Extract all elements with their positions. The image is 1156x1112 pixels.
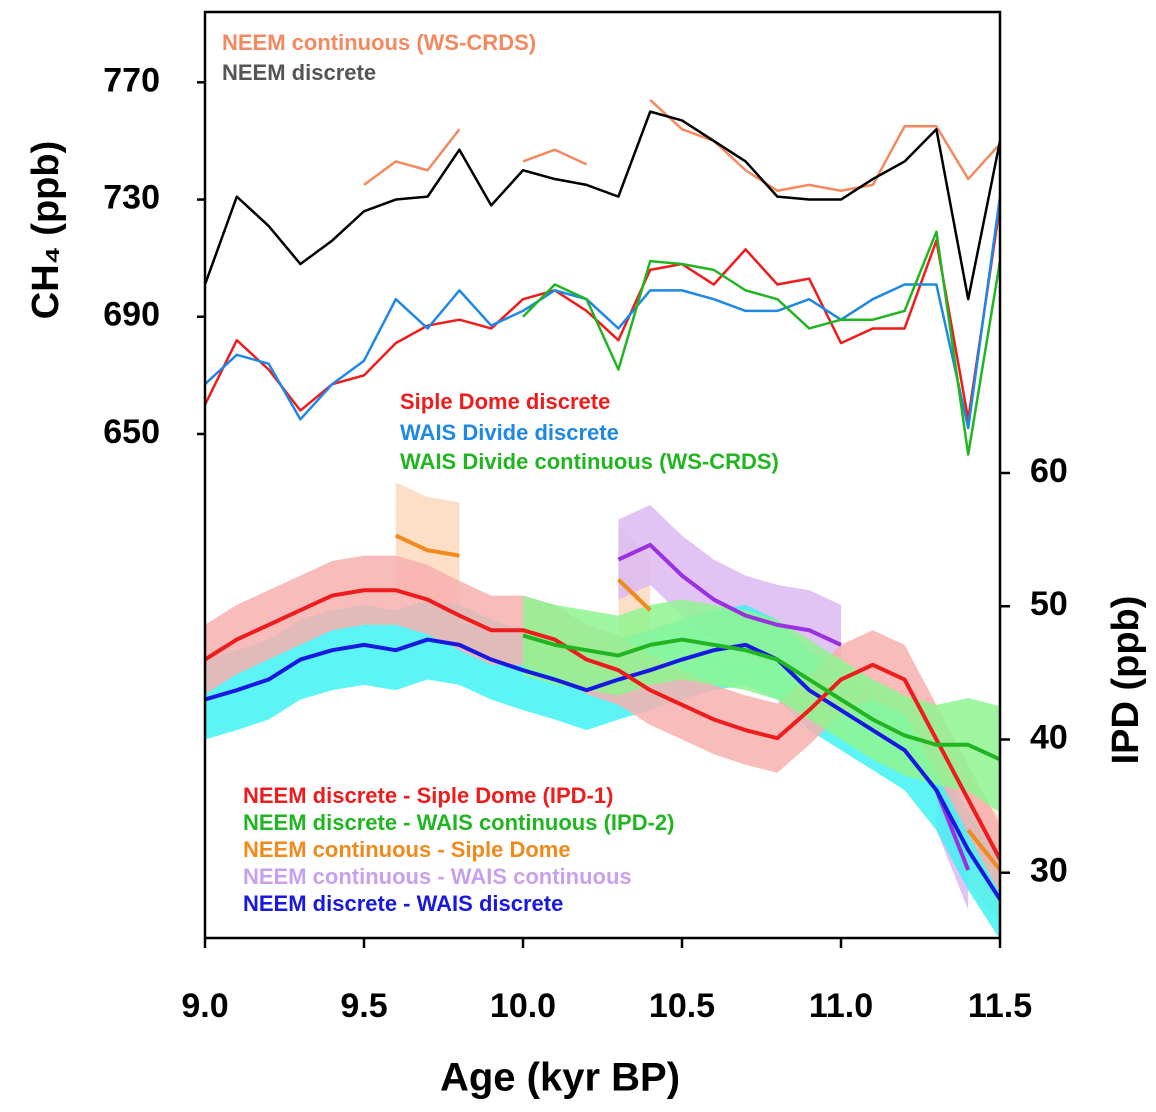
legend-entry: NEEM discrete - WAIS discrete [243, 891, 563, 916]
series-line [522, 230, 1000, 456]
plot-frame [203, 10, 1002, 940]
series-line [522, 633, 1000, 762]
x-tick-label: 11.0 [809, 987, 873, 1025]
x-axis-title: Age (kyr BP) [440, 1056, 680, 1100]
y-axis-title: CH₄ (ppb) [25, 141, 67, 320]
legend-entry: NEEM discrete - WAIS continuous (IPD-2) [243, 810, 674, 835]
lines [205, 98, 1000, 901]
error-band [205, 555, 1000, 895]
y-tick-label: 650 [103, 413, 160, 451]
x-tick-label: 11.5 [968, 987, 1032, 1025]
series-line [205, 205, 1000, 421]
series-line [363, 98, 1000, 193]
y-tick-label: 730 [103, 179, 160, 217]
y2-tick-label: 60 [1030, 452, 1068, 490]
x-tick-label: 10.0 [490, 987, 556, 1025]
axes: 9.0 9.5 10.0 10.5 11.0 11.5 650 690 730 770 30 40 50… [103, 10, 1068, 1025]
series-line [205, 588, 1000, 861]
y2-tick-label: 30 [1030, 852, 1068, 890]
y2-tick-label: 40 [1030, 718, 1068, 756]
y2-tick-label: 50 [1030, 585, 1068, 623]
legend-entry: NEEM continuous - WAIS continuous [243, 864, 632, 889]
legend-entry: WAIS Divide continuous (WS-CRDS) [400, 449, 779, 474]
legend-entry: WAIS Divide discrete [400, 420, 619, 445]
series-line [205, 196, 1000, 430]
series-line [205, 637, 1000, 901]
error-band [523, 595, 1000, 813]
x-tick-label: 9.5 [340, 987, 387, 1025]
legend-entry: Siple Dome discrete [400, 389, 610, 414]
x-tick-label: 9.0 [181, 987, 228, 1025]
series-line [205, 110, 1000, 301]
error-band [395, 482, 1000, 924]
x-tick-label: 10.5 [649, 987, 715, 1025]
legend: NEEM continuous (WS-CRDS) NEEM discrete … [222, 30, 779, 916]
series-line [394, 533, 1000, 872]
legend-entry: NEEM discrete - Siple Dome (IPD-1) [243, 783, 613, 808]
y-tick-label: 770 [103, 61, 160, 99]
y2-axis-title: IPD (ppb) [1105, 596, 1147, 765]
y-tick-label: 690 [103, 296, 160, 334]
legend-entry: NEEM discrete [222, 60, 376, 85]
legend-entry: NEEM continuous (WS-CRDS) [222, 30, 536, 55]
legend-entry: NEEM continuous - Siple Dome [243, 837, 571, 862]
